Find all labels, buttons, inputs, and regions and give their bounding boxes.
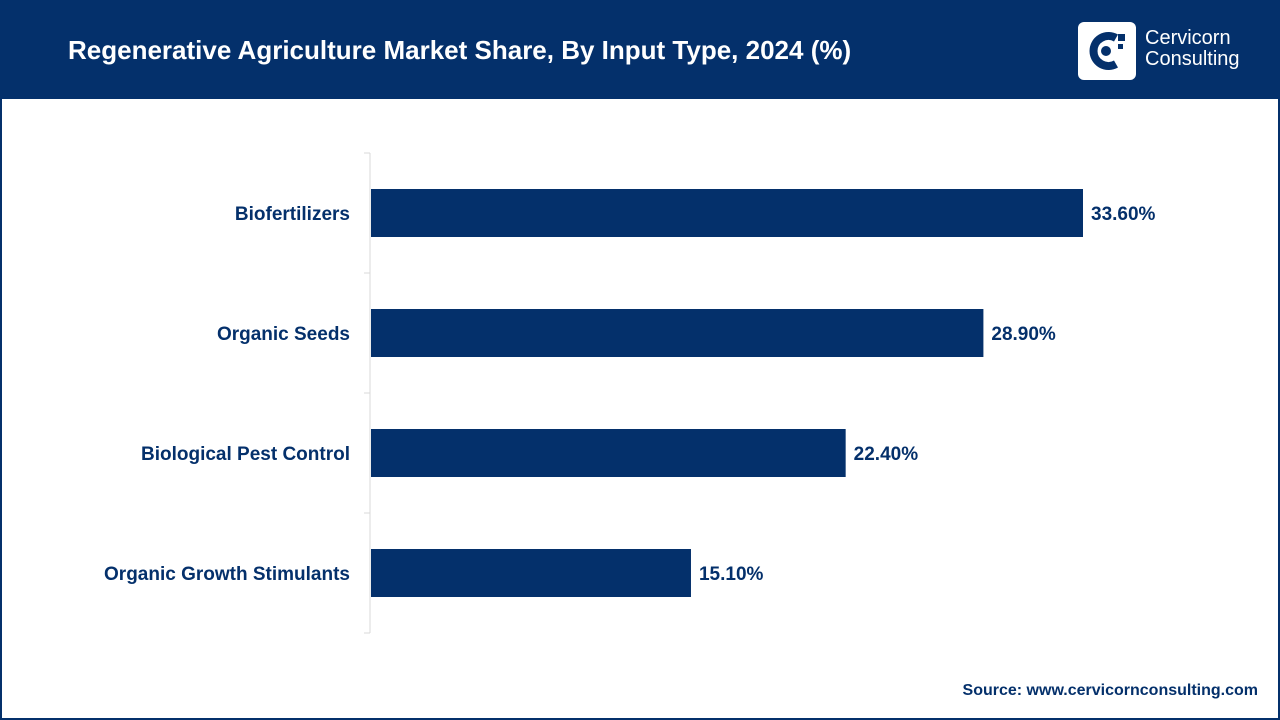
logo-text-line2: Consulting	[1145, 48, 1240, 70]
value-label: 22.40%	[854, 444, 919, 465]
header-bar: Regenerative Agriculture Market Share, B…	[2, 2, 1278, 99]
bar-chart: Biofertilizers 33.60% Organic Seeds 28.90% B…	[104, 152, 1156, 634]
category-label: Biofertilizers	[235, 204, 350, 225]
logo-mark-icon	[1078, 22, 1136, 80]
chart-title: Regenerative Agriculture Market Share, B…	[68, 35, 852, 65]
bar-biofertilizers	[371, 189, 1083, 237]
value-label: 33.60%	[1091, 204, 1156, 225]
value-label: 15.10%	[699, 564, 764, 585]
value-label: 28.90%	[991, 324, 1056, 345]
bar-biological-pest-control	[371, 429, 846, 477]
bar-organic-growth-stimulants	[371, 549, 691, 597]
category-label: Organic Seeds	[217, 324, 350, 345]
source-note: Source: www.cervicornconsulting.com	[962, 682, 1258, 699]
bar-organic-seeds	[371, 309, 984, 357]
logo-c-icon	[1089, 32, 1125, 70]
logo-text-line1: Cervicorn	[1145, 27, 1231, 49]
logo-text: Cervicorn Consulting	[1145, 28, 1240, 70]
category-label: Biological Pest Control	[141, 444, 350, 465]
category-label: Organic Growth Stimulants	[104, 564, 350, 585]
